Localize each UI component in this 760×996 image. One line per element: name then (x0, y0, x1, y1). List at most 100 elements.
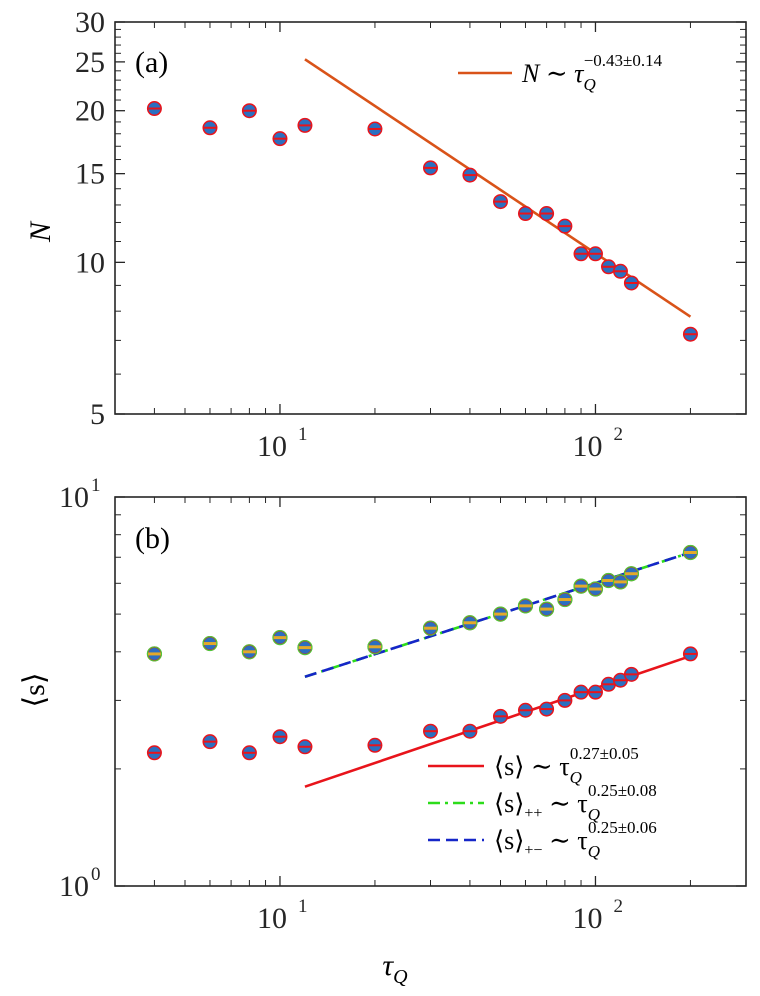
y-tick-label: 10 (59, 870, 89, 903)
point-accent-ring (462, 615, 478, 631)
data-point (367, 121, 383, 137)
data-point (623, 566, 640, 582)
data-point (272, 630, 288, 646)
x-tick-label: 10 (572, 430, 602, 463)
data-point (241, 103, 257, 119)
panel-b-axes-box (114, 496, 747, 887)
data-point (601, 676, 617, 692)
data-point (587, 246, 603, 262)
point-accent-ring (682, 544, 699, 561)
data-point (587, 684, 603, 700)
data-point (146, 745, 162, 761)
panel-a-legend: N ∼ τQ−0.43±0.14 (458, 51, 663, 94)
point-accent-ring (146, 646, 163, 662)
data-point (557, 692, 573, 708)
panel-a-axes-box (114, 21, 747, 415)
data-point (682, 544, 699, 561)
data-point (462, 167, 478, 183)
data-point (682, 646, 698, 662)
y-tick-label: 25 (75, 46, 105, 79)
x-tick-label: 10 (572, 902, 602, 935)
legend-label: ⟨s⟩ ∼ τQ0.27±0.05 (494, 744, 639, 787)
point-accent-ring (492, 606, 509, 622)
legend-label: ⟨s⟩++ ∼ τQ0.25±0.08 (494, 781, 657, 824)
panel-b-data-points (146, 544, 699, 761)
panel-b: (b) ⟨s⟩ τQ 10 1 10 210 010 1 ⟨s⟩ ∼ τQ0.27±0.0… (18, 475, 747, 988)
data-point (272, 729, 288, 745)
data-point (539, 206, 555, 222)
data-point (423, 160, 438, 176)
data-point (241, 745, 257, 761)
legend-label: N ∼ τQ−0.43±0.14 (521, 51, 663, 94)
panel-b-xlabel: τQ (382, 949, 408, 988)
data-point (612, 672, 628, 688)
panel-a-ylabel: N (24, 220, 57, 243)
x-tick-label-exponent: 1 (298, 424, 308, 445)
data-point (272, 131, 288, 147)
point-accent-ring (202, 635, 218, 652)
data-point (202, 635, 218, 652)
data-point (492, 606, 509, 622)
data-point (492, 194, 508, 210)
data-point (623, 666, 639, 682)
panel-b-legend: ⟨s⟩ ∼ τQ0.27±0.05⟨s⟩++ ∼ τQ0.25±0.08⟨s⟩+… (428, 744, 657, 861)
data-point (423, 723, 438, 739)
data-point (462, 723, 478, 739)
panel-b-label: (b) (135, 522, 170, 555)
data-point (601, 259, 617, 275)
point-accent-ring (538, 601, 555, 617)
point-accent-ring (272, 630, 288, 646)
data-point (202, 120, 218, 136)
panel-b-ylabel: ⟨s⟩ (18, 672, 51, 707)
data-point (517, 702, 533, 718)
point-accent-ring (623, 566, 640, 582)
data-point (612, 574, 629, 590)
point-accent-ring (241, 644, 257, 660)
y-tick-label: 30 (75, 6, 105, 39)
x-tick-label-exponent: 2 (613, 424, 623, 445)
point-accent-ring (557, 591, 573, 608)
point-accent-ring (587, 581, 604, 597)
y-tick-label-exponent: 0 (91, 864, 101, 885)
data-point (202, 734, 218, 750)
y-tick-label: 10 (59, 481, 89, 514)
data-point (297, 739, 313, 755)
y-tick-label: 20 (75, 95, 105, 128)
point-accent-ring (422, 620, 439, 636)
point-accent-ring (517, 598, 534, 614)
data-point (462, 615, 478, 631)
point-accent-ring (612, 574, 629, 590)
x-tick-label: 10 (257, 902, 287, 935)
data-point (573, 684, 589, 700)
data-point (557, 591, 573, 608)
data-point (146, 101, 162, 117)
data-point (557, 218, 573, 234)
panel-a-data-points (146, 101, 698, 342)
legend-label: ⟨s⟩+− ∼ τQ0.25±0.06 (494, 818, 657, 861)
data-point (146, 646, 163, 662)
x-tick-label-exponent: 2 (613, 896, 623, 917)
data-point (367, 737, 383, 753)
x-tick-label-exponent: 1 (298, 896, 308, 917)
data-point (623, 275, 639, 291)
data-point (517, 206, 533, 222)
point-accent-ring (297, 640, 313, 656)
data-point (587, 581, 604, 597)
x-tick-label: 10 (257, 430, 287, 463)
data-point (422, 620, 439, 636)
data-point (241, 644, 257, 660)
data-point (573, 578, 589, 594)
point-accent-ring (367, 639, 383, 655)
data-point (297, 640, 313, 656)
panel-a-label: (a) (135, 46, 168, 79)
panel-b-ticks: 10 1 10 210 010 1 (59, 475, 747, 935)
y-tick-label: 5 (90, 398, 105, 431)
y-tick-label-exponent: 1 (91, 475, 101, 496)
data-point (367, 639, 383, 655)
data-point (612, 263, 628, 279)
y-tick-label: 10 (75, 246, 105, 279)
data-point (682, 326, 698, 342)
